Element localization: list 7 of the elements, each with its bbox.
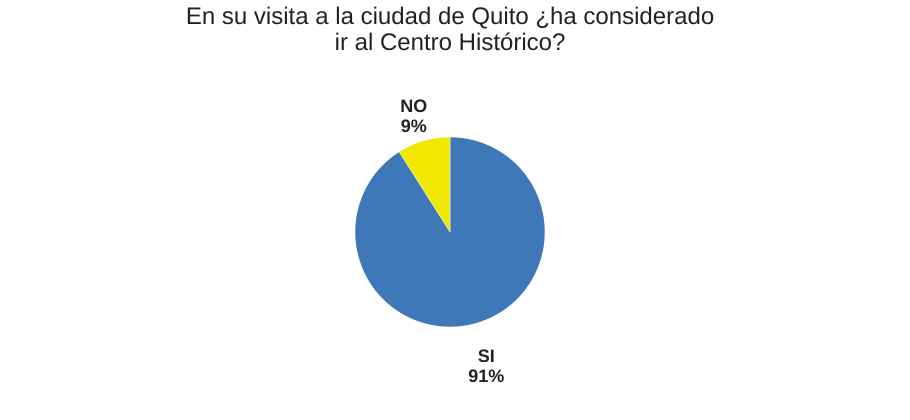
pie-slice <box>354 136 546 328</box>
data-label: 9% <box>400 116 427 136</box>
slice-label: SI <box>478 346 495 366</box>
data-label: 91% <box>468 366 504 386</box>
text: ir al Centro Histórico? <box>334 29 566 56</box>
slice-label: NO <box>400 96 428 116</box>
text: En su visita a la ciudad de Quito ¿ha considerado <box>186 3 714 30</box>
